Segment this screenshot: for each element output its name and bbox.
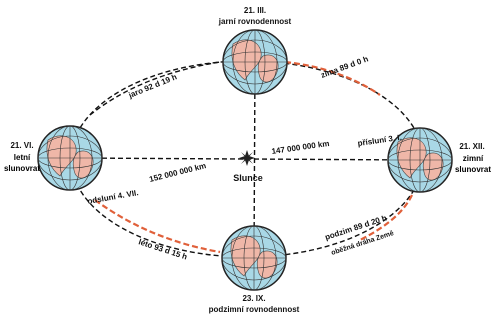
- date: 21. III.: [244, 6, 266, 15]
- date: 21. XII.: [459, 142, 484, 151]
- date: 23. IX.: [242, 294, 265, 303]
- position-label: letní slunovrat: [0, 152, 44, 174]
- sun: [239, 150, 255, 166]
- position-box: zimní slunovrat: [452, 153, 494, 183]
- distance: 147 000 000 km: [271, 139, 330, 156]
- globe-spring: [223, 30, 287, 94]
- season: zima 89 d 0 h: [320, 54, 370, 80]
- position-box: letní slunovrat: [0, 152, 44, 182]
- aphelion: odsluní 4. VII.: [87, 188, 139, 206]
- distance: 152 000 000 km: [148, 161, 207, 184]
- position-label: zimní slunovrat: [452, 153, 494, 175]
- globe-autumn: [222, 226, 286, 290]
- globe-summer: [38, 126, 102, 190]
- season: léto 93 d 15 h: [137, 237, 188, 261]
- date: 21. VI.: [10, 141, 33, 150]
- diagram: 21. III. jarní rovnodennost 21. VI. letn…: [0, 0, 496, 317]
- position-label: podzimní rovnodennost: [209, 305, 300, 314]
- sun-label: Slunce: [233, 173, 263, 183]
- position-label: jarní rovnodennost: [218, 17, 292, 26]
